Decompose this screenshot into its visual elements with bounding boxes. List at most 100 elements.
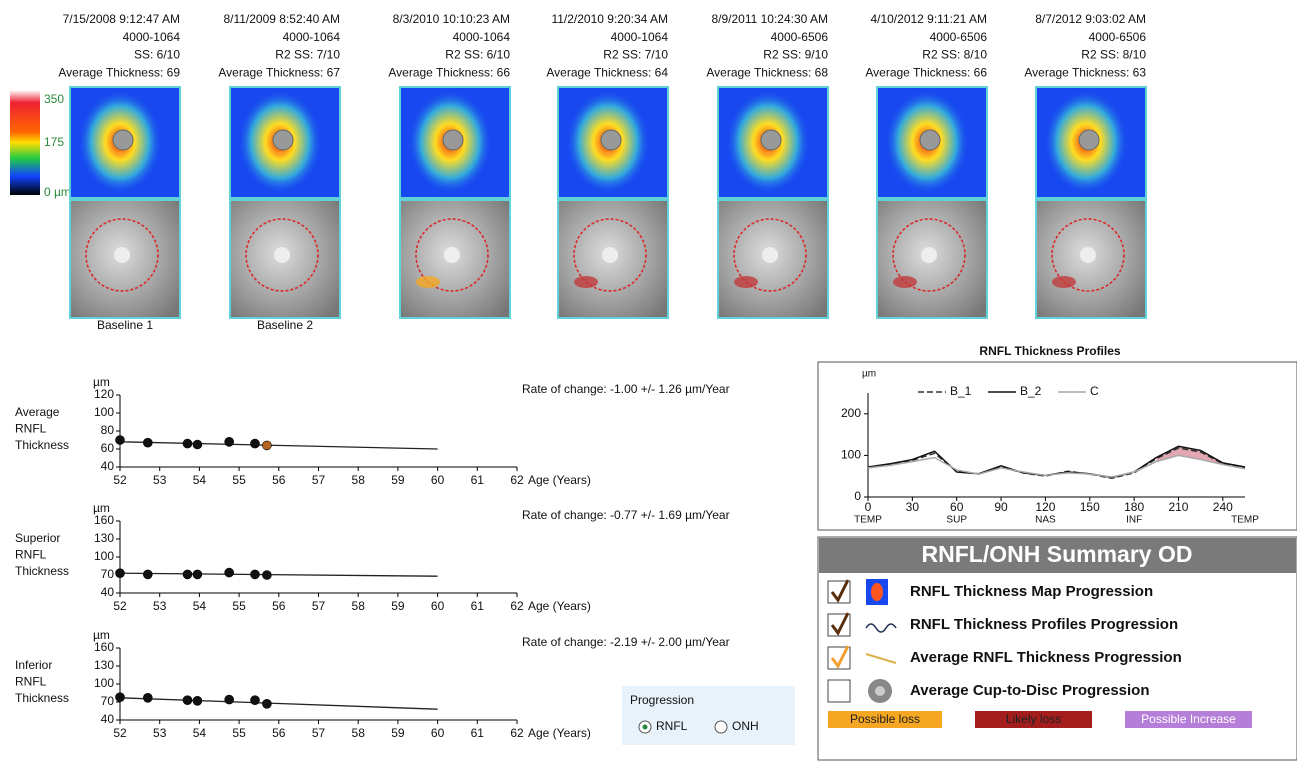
rate-of-change: Rate of change: -1.00 +/- 1.26 µm/Year (522, 382, 730, 396)
scan-ss: R2 SS: 8/10 (1081, 48, 1146, 62)
data-point (116, 693, 125, 702)
scan-date: 4/10/2012 9:11:21 AM (870, 12, 987, 26)
profile-line (868, 455, 1245, 477)
y-tick-label: 200 (841, 406, 861, 420)
y-axis-label: Superior (15, 531, 60, 545)
data-point (193, 696, 202, 705)
scan-id: 4000-6506 (771, 30, 829, 44)
scan-date: 7/15/2008 9:12:47 AM (63, 12, 180, 26)
x-tick-label: 150 (1080, 500, 1100, 514)
y-tick-label: 100 (94, 676, 114, 690)
rate-of-change: Rate of change: -2.19 +/- 2.00 µm/Year (522, 635, 730, 649)
x-tick-label: 54 (193, 473, 207, 487)
x-tick-label: 52 (113, 473, 127, 487)
legend-box-label: Possible loss (850, 712, 920, 726)
y-tick-label: 40 (101, 459, 115, 473)
y-tick-label: 70 (101, 694, 115, 708)
profile-title: RNFL Thickness Profiles (979, 344, 1120, 358)
radio-button[interactable] (715, 721, 727, 733)
optic-disc (1079, 130, 1099, 150)
region-label: NAS (1035, 515, 1056, 526)
radio-dot (643, 725, 648, 730)
scan-ss: R2 SS: 9/10 (763, 48, 828, 62)
data-point (183, 439, 192, 448)
y-tick-label: 40 (101, 585, 115, 599)
legend-box-label: Likely loss (1006, 712, 1061, 726)
scan-id: 4000-1064 (283, 30, 341, 44)
y-tick-label: 130 (94, 531, 114, 545)
loss-region (574, 276, 598, 288)
data-point (183, 570, 192, 579)
report: 350 175 0 µm 7/15/2008 9:12:47 AM4000-10… (0, 0, 1297, 762)
scan-date: 8/9/2011 10:24:30 AM (711, 12, 828, 26)
scale-min: 0 µm (44, 185, 71, 199)
data-point (183, 696, 192, 705)
radio-label: ONH (732, 719, 759, 733)
x-tick-label: 54 (193, 599, 207, 613)
x-tick-label: 53 (153, 726, 167, 740)
summary-item: Average Cup-to-Disc Progression (910, 682, 1150, 699)
x-tick-label: 62 (510, 726, 524, 740)
y-axis-label: RNFL (15, 422, 47, 436)
scan-thickness: Average Thickness: 66 (865, 65, 987, 79)
scan-label: Baseline 1 (97, 318, 153, 332)
line-icon (866, 654, 896, 663)
y-tick-label: 100 (94, 549, 114, 563)
x-tick-label: 53 (153, 473, 167, 487)
legend-label: B_2 (1020, 384, 1042, 398)
x-tick-label: 90 (994, 500, 1008, 514)
x-tick-label: 0 (865, 500, 872, 514)
data-point (262, 571, 271, 580)
disc-icon-cup (875, 686, 885, 696)
legend-box-label: Possible Increase (1141, 712, 1236, 726)
x-tick-label: 56 (272, 473, 286, 487)
x-axis-label: Age (Years) (528, 726, 591, 740)
x-tick-label: 58 (352, 473, 366, 487)
y-tick-label: 100 (94, 405, 114, 419)
summary-title: RNFL/ONH Summary OD (922, 541, 1193, 567)
summary-item: RNFL Thickness Profiles Progression (910, 616, 1178, 633)
x-tick-label: 240 (1213, 500, 1233, 514)
x-tick-label: 58 (352, 599, 366, 613)
color-scale (10, 90, 40, 195)
optic-disc (601, 130, 621, 150)
x-axis-label: Age (Years) (528, 599, 591, 613)
region-label: TEMP (854, 515, 882, 526)
y-tick-label: 80 (101, 423, 115, 437)
x-axis-label: Age (Years) (528, 473, 591, 487)
map-icon-hot (871, 583, 883, 601)
x-tick-label: 59 (391, 473, 405, 487)
data-point (250, 696, 259, 705)
scan-ss: SS: 6/10 (134, 48, 180, 62)
loss-region (893, 276, 917, 288)
x-tick-label: 62 (510, 599, 524, 613)
legend-label: C (1090, 384, 1099, 398)
x-tick-label: 61 (471, 599, 485, 613)
x-tick-label: 55 (232, 473, 246, 487)
scan-ss: R2 SS: 6/10 (445, 48, 510, 62)
x-tick-label: 58 (352, 726, 366, 740)
data-point (116, 436, 125, 445)
wave-icon (866, 624, 896, 632)
scan-id: 4000-1064 (611, 30, 669, 44)
y-tick-label: 40 (101, 712, 115, 726)
legend-label: B_1 (950, 384, 972, 398)
x-tick-label: 210 (1168, 500, 1188, 514)
rate-of-change: Rate of change: -0.77 +/- 1.69 µm/Year (522, 508, 730, 522)
y-tick-label: 160 (94, 513, 114, 527)
scan-date: 11/2/2010 9:20:34 AM (551, 12, 668, 26)
x-tick-label: 60 (431, 599, 445, 613)
scan-ss: R2 SS: 7/10 (275, 48, 340, 62)
profile-unit: µm (862, 369, 876, 380)
optic-disc (443, 130, 463, 150)
x-tick-label: 57 (312, 726, 326, 740)
x-tick-label: 52 (113, 726, 127, 740)
optic-disc (273, 130, 293, 150)
x-tick-label: 61 (471, 726, 485, 740)
x-tick-label: 30 (906, 500, 920, 514)
data-point (143, 693, 152, 702)
y-tick-label: 120 (94, 387, 114, 401)
trend-line (120, 442, 438, 449)
x-tick-label: 52 (113, 599, 127, 613)
x-tick-label: 60 (950, 500, 964, 514)
